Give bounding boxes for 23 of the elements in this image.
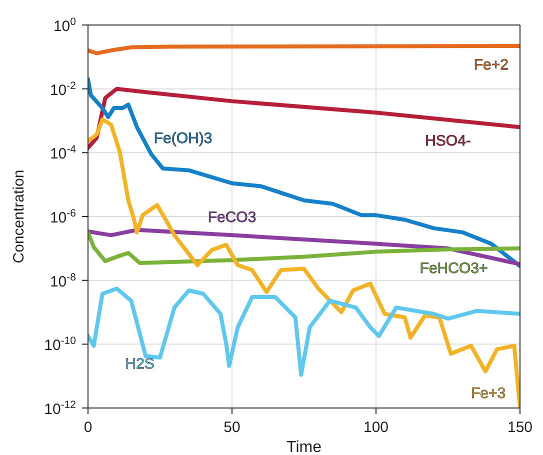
series-label: FeCO3	[208, 208, 256, 226]
x-tick-label: 150	[507, 419, 533, 436]
series-label: HSO4-	[425, 132, 471, 150]
y-axis-title: Concentration	[10, 170, 28, 264]
y-tick-label: 10$^{-6}$	[50, 208, 76, 226]
line-series	[88, 86, 520, 150]
series-label: FeHCO3+	[420, 260, 488, 277]
y-tick-label: 10$^{-10}$	[44, 335, 76, 354]
y-tick-label: 10$^{-12}$	[44, 399, 76, 418]
y-tick-label: 10$^{0}$	[53, 16, 76, 35]
x-tick-label: 0	[84, 419, 92, 436]
y-tick-label: 10$^{-2}$	[50, 80, 76, 99]
series-label: H2S	[125, 356, 154, 373]
x-tick-label: 100	[363, 419, 389, 436]
x-tick-label: 50	[224, 419, 240, 436]
x-axis-title: Time	[286, 439, 322, 455]
y-tick-label: 10$^{-4}$	[50, 144, 76, 163]
y-tick-label: 10$^{-8}$	[50, 271, 76, 290]
series-label: Fe+3	[471, 385, 506, 402]
line-series	[88, 286, 520, 377]
line-series	[88, 44, 520, 56]
series-label: Fe(OH)3	[154, 130, 212, 147]
series-label: Fe+2	[474, 56, 509, 74]
